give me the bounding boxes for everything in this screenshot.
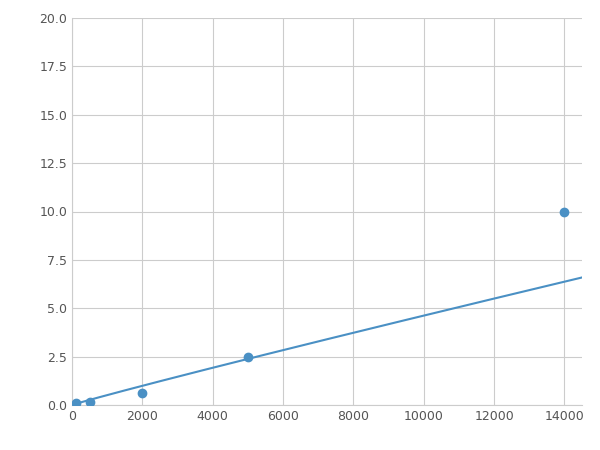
Point: [71, 400, 80, 407]
Point: [243, 353, 253, 360]
Point: [560, 208, 569, 215]
Point: [137, 390, 147, 397]
Point: [85, 399, 94, 406]
